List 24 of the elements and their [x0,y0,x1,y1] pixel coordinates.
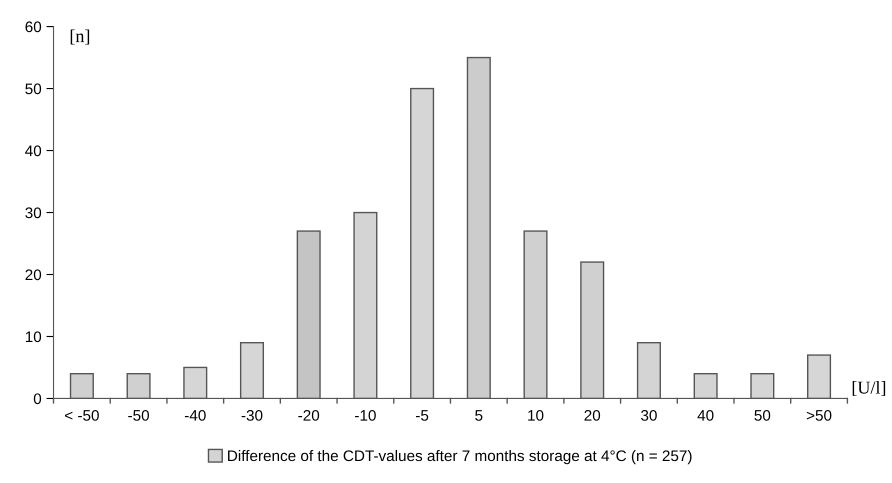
x-tick-label: 40 [697,410,714,421]
x-tick-label: 10 [528,410,544,421]
x-tick-label: -5 [416,410,428,421]
x-tick-label: -10 [355,410,376,421]
x-tick-label: -50 [128,410,150,421]
x-axis-title: [U/l] [852,380,886,396]
x-tick-label: -40 [184,410,206,421]
x-tick-label: -20 [298,410,320,421]
y-tick-label: 60 [26,21,42,32]
y-axis-title: [n] [70,30,90,44]
x-tick-label: 20 [584,410,600,421]
y-tick-label: 20 [25,269,42,280]
y-tick-label: 0 [34,393,42,404]
x-tick-label: -30 [242,410,262,421]
x-tick-label: >50 [806,410,832,421]
x-tick-label: 5 [475,410,482,421]
legend-label: Difference of the CDT-values after 7 months storage at 4°C (n = 257) [228,450,692,464]
y-tick-label: 50 [25,83,42,94]
x-tick-label: 30 [641,410,657,421]
x-tick-label: 50 [754,410,770,421]
y-tick-label: 10 [26,331,42,342]
y-tick-label: 30 [25,207,42,218]
y-tick-label: 40 [25,145,42,156]
x-tick-label: < -50 [65,410,99,421]
